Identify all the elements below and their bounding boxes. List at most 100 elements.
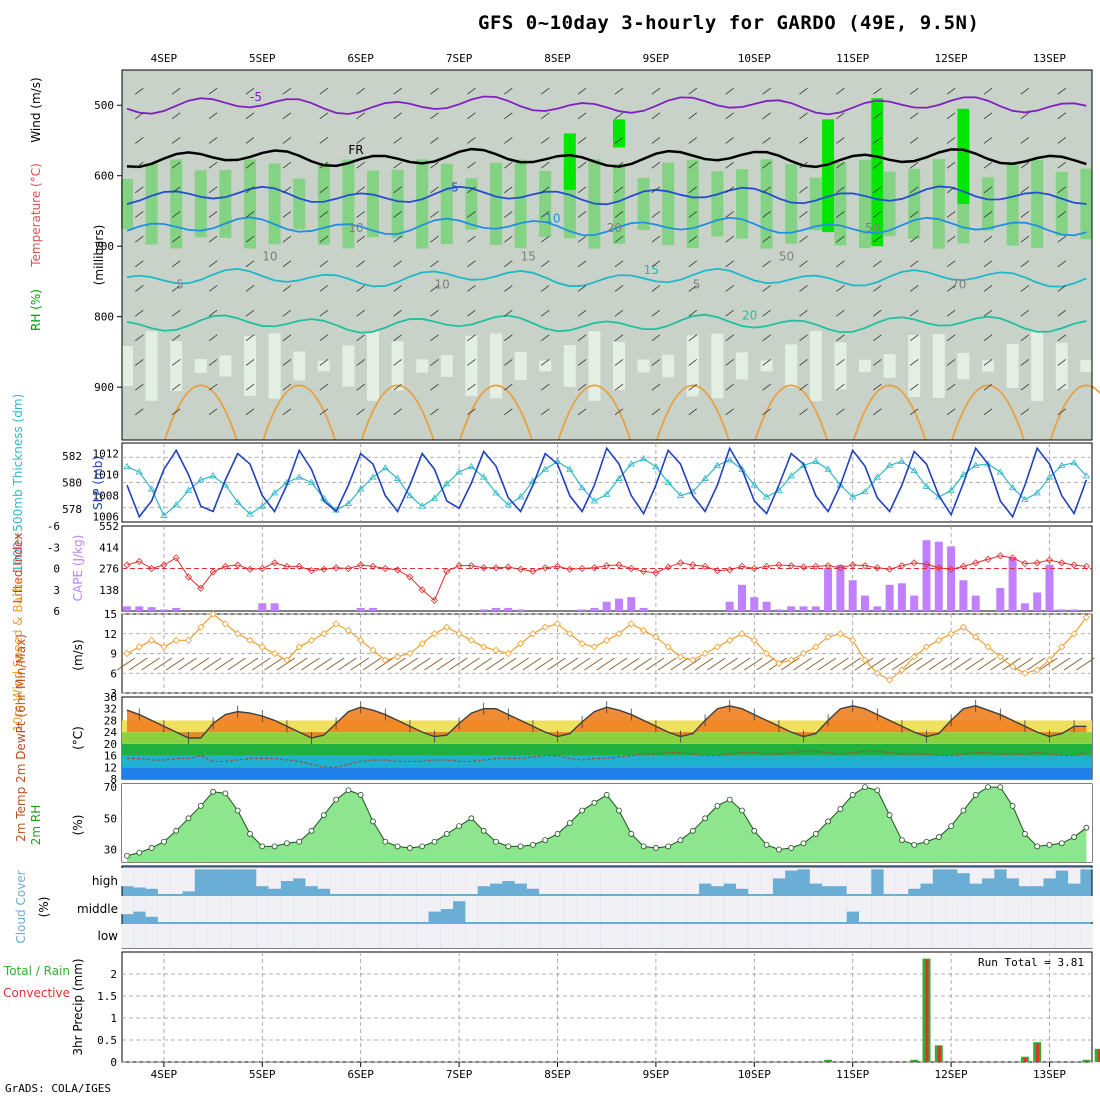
cloud-clear-cell [994,868,1007,870]
wind-barb [909,334,919,342]
li-point [627,564,635,573]
rh-dry-cell [957,352,970,380]
li-tick-label: 6 [53,605,60,618]
wind-barb [282,359,292,366]
wind-barb [916,657,935,671]
cloud-clear-cell [748,924,761,948]
rh-moist-cell [1006,162,1019,246]
rh2m-axis-label: 2m RH [29,805,43,846]
cloud-clear-cell [982,868,995,879]
rh2m-point [431,838,438,845]
wind-barb [264,657,283,671]
cloud-clear-cell [194,868,208,870]
wind-barb [215,657,234,671]
wind-barb [208,309,218,317]
temp-tick-label: 8 [110,773,117,786]
cape-li-panel: -6 -3 0 3 6 552 414 276 138 CAPE (J/kg) Lifted Ind… [11,520,1093,618]
cloud-clear-cell [157,896,171,922]
cloud-clear-cell [403,896,417,922]
rh2m-point [530,841,536,848]
cloud-clear-cell [563,896,577,922]
wind-barb [614,186,624,194]
cloud-clear-cell [440,868,454,894]
wind-barb [725,334,734,342]
wind-barb [393,161,402,169]
cloud-clear-cell [1018,896,1032,922]
cloud-clear-cell [785,924,798,948]
thickness-point [307,478,316,485]
cloud-clear-cell [723,868,736,884]
cloud-clear-cell [170,924,183,948]
cloud-clear-cell [699,868,712,884]
rh-dry-cell [1080,359,1093,373]
wind-barb [873,383,882,391]
cape-bar [369,607,377,611]
slp-tick-label: 1012 [93,448,120,461]
rh2m-point [222,790,229,797]
wind-barb [651,309,661,317]
rh2m-point [653,845,659,851]
thickness-point [922,482,931,489]
wind-barb [448,657,468,671]
wind-barb [430,87,439,95]
wind-barb [208,408,218,416]
rh-background [122,70,1092,440]
wind-barb [239,657,259,671]
wind-barb [577,235,587,243]
wind-barb [571,657,591,671]
wind-barb [633,657,652,671]
isotherm-line [126,95,1087,116]
wind-barb [836,186,845,194]
wind-speed-point [517,640,525,648]
wind-barb [688,383,698,391]
wind-barb [762,87,771,95]
wind-barb [614,87,624,95]
wind-speed-point [209,610,217,618]
cloud-clear-cell [268,896,281,922]
rh-dry-cell [883,354,896,378]
cloud-clear-cell [428,868,441,894]
temperature-axis-label: Temperature (°C) [29,163,43,268]
precip-conv-bar [1097,1049,1100,1062]
wind-barb [171,235,181,243]
li-point [910,559,918,567]
cape-bar [824,567,833,611]
isotherm-label: 10 [545,211,560,225]
wind-barb [356,334,365,342]
wind-barb [208,383,218,391]
rh-moist-cell [859,159,871,249]
wind-barb [1057,309,1067,317]
wind-barb [430,285,439,292]
wind-barb [651,137,661,144]
rh-dry-cell [760,360,773,372]
li-point [394,566,402,574]
wind-barb [983,408,993,416]
wind-speed-point [861,656,869,664]
wind-barb [356,359,365,366]
wind-speed-point [160,643,168,651]
wind-barb [430,309,439,317]
wind-barb [688,309,698,317]
precip-conv-bar [1023,1057,1027,1062]
wind-barb [319,408,329,416]
wind-barb [411,657,431,671]
wind-barb [430,334,439,342]
wind-barb [965,657,984,671]
wind-barb [836,285,845,292]
cloud-clear-cell [280,868,294,881]
cloud-clear-cell [182,924,195,948]
wind-barb [430,186,439,194]
x-top-label: 8SEP [544,52,571,65]
cloud-clear-cell [1006,924,1019,948]
li-tick-label: -3 [47,541,60,554]
slp-axis-label: SLP (mb) [91,456,105,510]
rh2m-point [370,818,376,825]
wind-barb [135,137,144,144]
cloud-clear-cell [1068,868,1081,884]
wind-barb [1051,657,1071,671]
rh2m-tick-label: 50 [104,812,117,825]
rh2m-point [911,841,918,848]
wind-barb [670,657,689,671]
wind-barb [1020,87,1030,95]
